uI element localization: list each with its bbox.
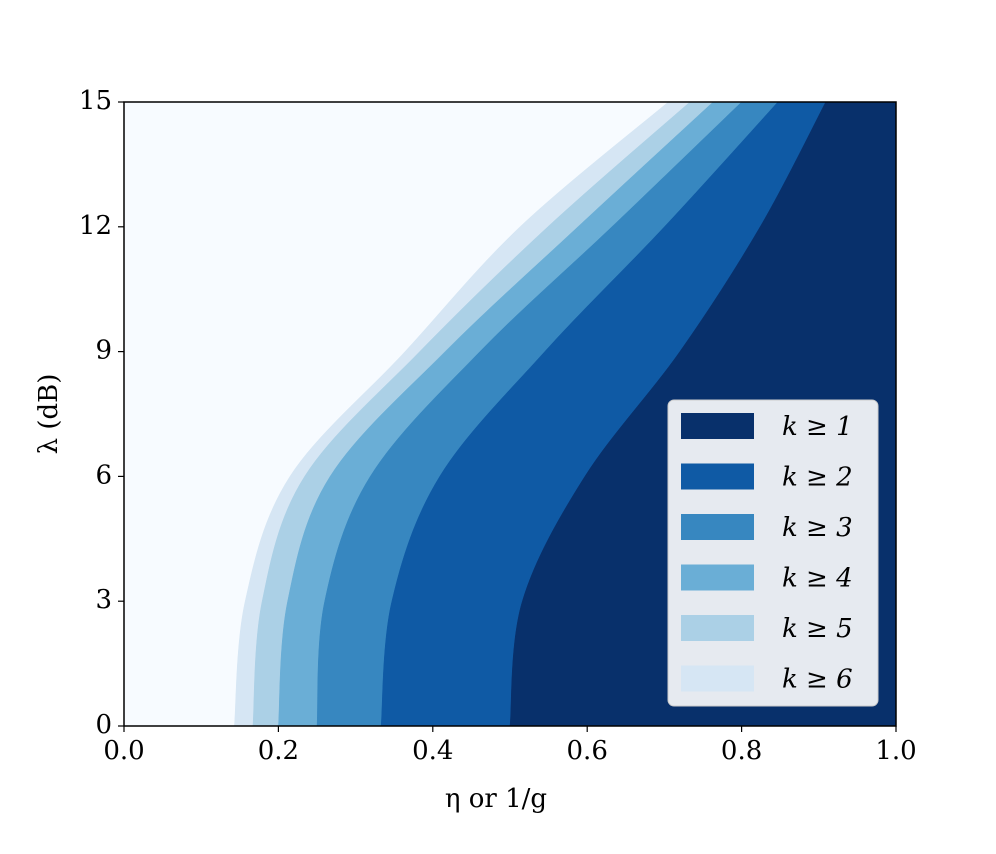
- y-axis-label: λ (dB): [34, 374, 64, 455]
- legend-swatch: [681, 514, 754, 540]
- legend-label: k ≥ 3: [782, 513, 853, 543]
- x-tick-label: 0.4: [412, 736, 453, 766]
- legend-swatch: [681, 564, 754, 591]
- axes-frame: [123, 101, 897, 727]
- legend-box: [667, 399, 879, 707]
- legend-swatch: [681, 413, 754, 439]
- y-tick-label: 0: [95, 710, 112, 740]
- y-tick-label: 12: [79, 211, 112, 241]
- x-axis-label: η or 1/g: [445, 784, 547, 814]
- y-tick-label: 6: [95, 460, 112, 490]
- y-tick-label: 9: [95, 336, 112, 366]
- x-tick-label: 0.6: [567, 736, 608, 766]
- x-tick-label: 1.0: [875, 736, 916, 766]
- legend-swatch: [681, 665, 754, 692]
- x-tick-label: 0.2: [258, 736, 299, 766]
- x-tick-label: 0.8: [721, 736, 762, 766]
- legend-label: k ≥ 2: [782, 463, 853, 493]
- x-tick-label: 0.0: [103, 736, 144, 766]
- legend-swatch: [681, 615, 754, 641]
- y-tick-label: 15: [79, 86, 112, 116]
- legend-label: k ≥ 4: [782, 564, 853, 594]
- y-tick-label: 3: [95, 585, 112, 615]
- legend-label: k ≥ 5: [782, 614, 853, 644]
- legend-label: k ≥ 6: [782, 665, 853, 695]
- legend-label: k ≥ 1: [782, 412, 853, 442]
- legend-swatch: [681, 463, 754, 490]
